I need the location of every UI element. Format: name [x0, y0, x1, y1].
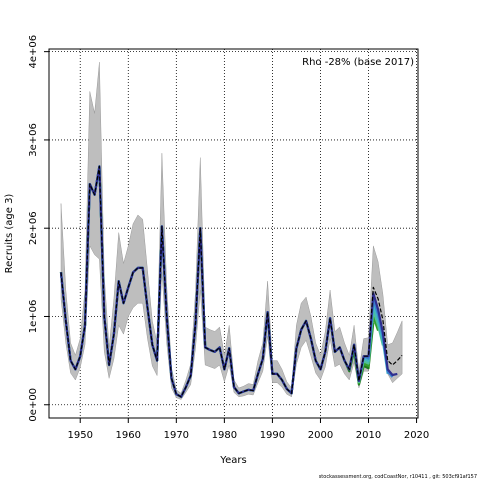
y-tick-label: 1e+06	[28, 300, 39, 334]
x-axis-label: Years	[219, 455, 246, 466]
footer-credit: stockassessment.org, codCoastNor, r10411…	[319, 474, 477, 480]
x-tick-label: 2010	[356, 430, 381, 441]
x-tick-label: 1950	[68, 430, 93, 441]
x-tick-label: 1960	[116, 430, 141, 441]
series-lines	[59, 165, 403, 398]
x-tick-label: 2020	[404, 430, 429, 441]
x-tick-label: 1990	[260, 430, 285, 441]
x-axis: 1950 1960 1970 1980 1990 2000 2010 2020	[68, 418, 429, 441]
base-run-line	[60, 165, 403, 398]
x-tick-label: 1970	[164, 430, 189, 441]
y-tick-label: 4e+06	[28, 35, 39, 69]
x-tick-label: 1980	[212, 430, 237, 441]
confidence-band	[60, 62, 403, 400]
y-tick-label: 2e+06	[28, 211, 39, 245]
retro-rho-annotation: Rho -28% (base 2017)	[302, 57, 414, 68]
y-axis: 0e+00 1e+06 2e+06 3e+06 4e+06	[28, 35, 49, 422]
y-tick-label: 3e+06	[28, 123, 39, 157]
x-tick-label: 2000	[308, 430, 333, 441]
y-tick-label: 0e+00	[28, 388, 39, 422]
plot-frame	[48, 48, 419, 419]
y-axis-label: Recruits (age 3)	[4, 194, 15, 274]
